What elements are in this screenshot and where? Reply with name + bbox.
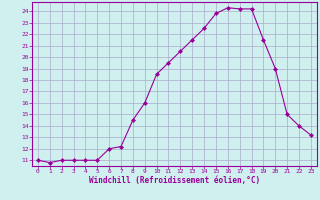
X-axis label: Windchill (Refroidissement éolien,°C): Windchill (Refroidissement éolien,°C)	[89, 176, 260, 185]
